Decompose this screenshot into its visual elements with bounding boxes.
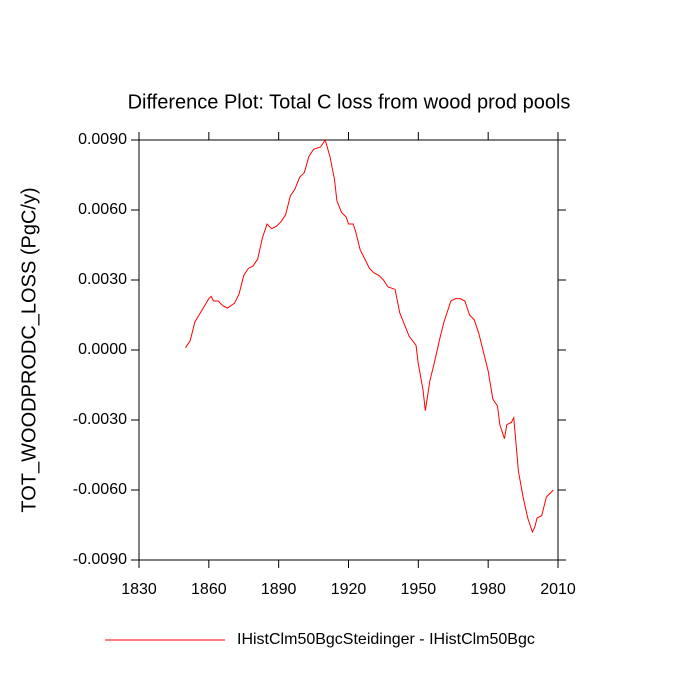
y-axis-title: TOT_WOODPRODC_LOSS (PgC/y) bbox=[18, 187, 40, 512]
plot-frame bbox=[138, 139, 559, 561]
data-line bbox=[185, 138, 554, 534]
x-tick-label: 1920 bbox=[331, 581, 367, 598]
x-tick-label: 1950 bbox=[401, 581, 437, 598]
y-tick-label: -0.0090 bbox=[73, 551, 127, 568]
y-tick-label: -0.0060 bbox=[73, 481, 127, 498]
legend-label: IHistClm50BgcSteidinger - IHistClm50Bgc bbox=[237, 631, 535, 648]
x-tick-label: 1830 bbox=[121, 581, 157, 598]
x-tick-label: 1890 bbox=[261, 581, 297, 598]
x-tick-label: 2010 bbox=[540, 581, 576, 598]
y-tick-label: -0.0030 bbox=[73, 411, 127, 428]
y-tick-label: 0.0090 bbox=[78, 131, 127, 148]
y-tick-label: 0.0030 bbox=[78, 271, 127, 288]
y-tick-label: 0.0000 bbox=[78, 341, 127, 358]
chart-title: Difference Plot: Total C loss from wood … bbox=[128, 91, 571, 113]
y-tick-label: 0.0060 bbox=[78, 201, 127, 218]
x-tick-label: 1860 bbox=[191, 581, 227, 598]
x-tick-label: 1980 bbox=[470, 581, 506, 598]
